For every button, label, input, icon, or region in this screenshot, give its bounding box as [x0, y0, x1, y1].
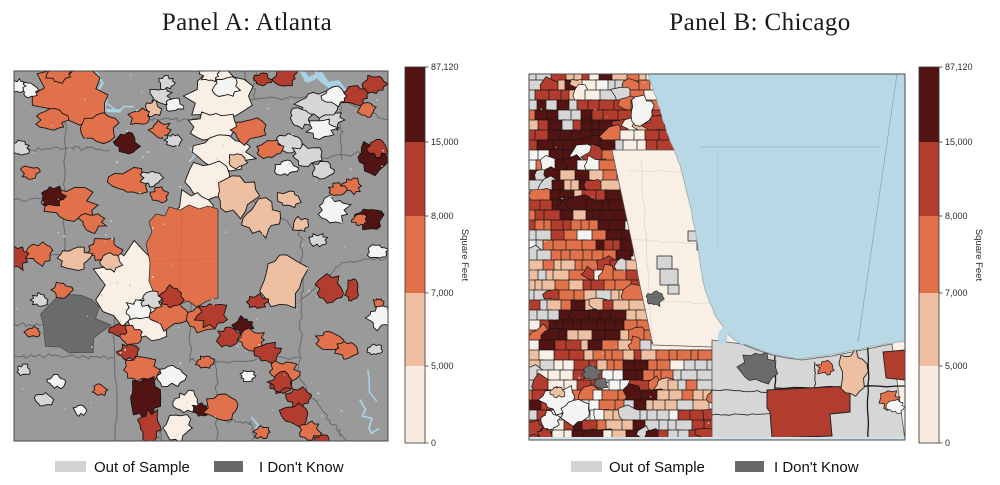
svg-text:I Don't Know: I Don't Know	[774, 459, 859, 476]
svg-text:5,000: 5,000	[431, 361, 454, 371]
svg-text:I Don't Know: I Don't Know	[259, 459, 344, 476]
svg-text:Out of Sample: Out of Sample	[609, 459, 705, 476]
svg-text:Square Feet: Square Feet	[459, 229, 470, 282]
svg-text:15,000: 15,000	[945, 137, 973, 147]
svg-text:0: 0	[431, 438, 436, 448]
svg-text:5,000: 5,000	[945, 361, 968, 371]
svg-text:15,000: 15,000	[431, 137, 459, 147]
svg-text:Square Feet: Square Feet	[973, 229, 984, 282]
svg-text:Out of Sample: Out of Sample	[94, 459, 190, 476]
svg-text:0: 0	[945, 438, 950, 448]
svg-text:7,000: 7,000	[431, 288, 454, 298]
svg-text:Panel B: Chicago: Panel B: Chicago	[669, 9, 850, 36]
svg-text:87,120: 87,120	[945, 62, 973, 72]
svg-text:8,000: 8,000	[431, 211, 454, 221]
svg-text:7,000: 7,000	[945, 288, 968, 298]
svg-text:Panel A: Atlanta: Panel A: Atlanta	[162, 9, 332, 36]
svg-text:8,000: 8,000	[945, 211, 968, 221]
svg-text:87,120: 87,120	[431, 62, 459, 72]
